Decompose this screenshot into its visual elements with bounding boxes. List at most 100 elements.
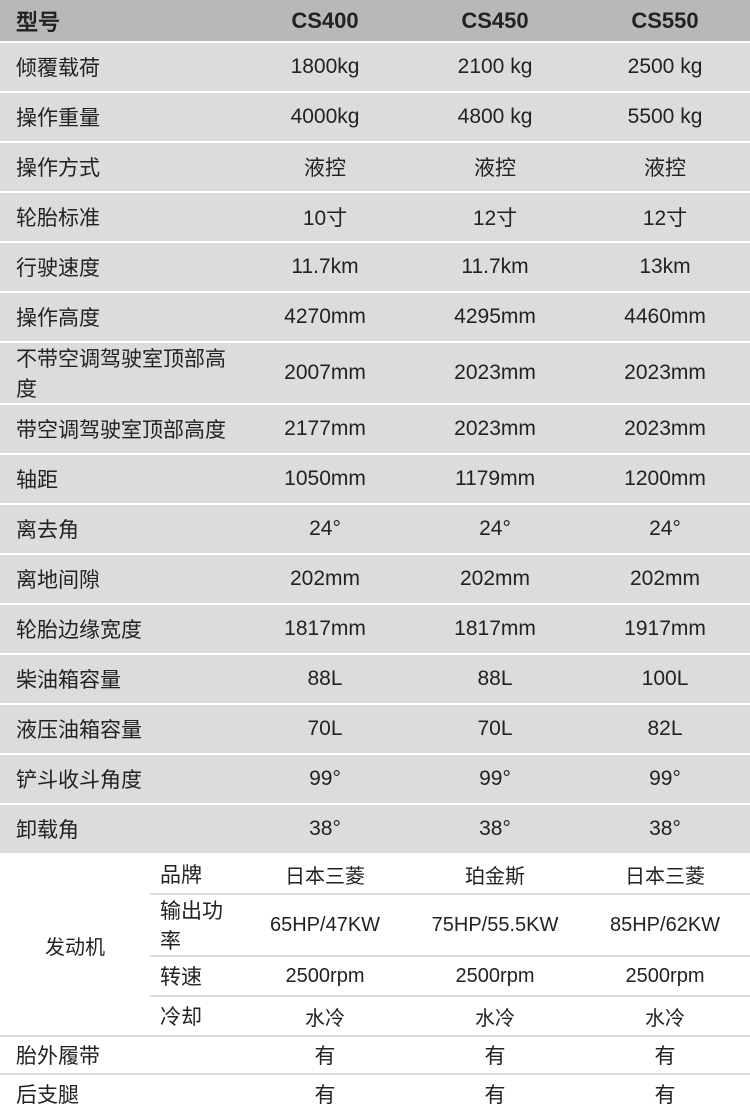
- table-row: 后支腿有有有: [0, 1074, 750, 1112]
- row-value: 有: [410, 1036, 580, 1074]
- row-label: 轮胎标准: [0, 192, 240, 242]
- row-value: 2023mm: [410, 342, 580, 404]
- engine-row: 发动机品牌日本三菱珀金斯日本三菱: [0, 854, 750, 894]
- row-value: 有: [240, 1036, 410, 1074]
- row-value: 2023mm: [580, 404, 750, 454]
- table-row: 液压油箱容量70L70L82L: [0, 704, 750, 754]
- row-value: 有: [580, 1074, 750, 1112]
- engine-value: 日本三菱: [240, 854, 410, 894]
- table-row: 离去角24°24°24°: [0, 504, 750, 554]
- row-label: 操作方式: [0, 142, 240, 192]
- row-value: 99°: [580, 754, 750, 804]
- engine-sublabel: 转速: [150, 956, 240, 996]
- row-value: 2500 kg: [580, 42, 750, 92]
- row-value: 有: [410, 1074, 580, 1112]
- table-row: 不带空调驾驶室顶部高度2007mm2023mm2023mm: [0, 342, 750, 404]
- engine-value: 日本三菱: [580, 854, 750, 894]
- table-row: 铲斗收斗角度99°99°99°: [0, 754, 750, 804]
- row-label: 柴油箱容量: [0, 654, 240, 704]
- table-row: 操作高度4270mm4295mm4460mm: [0, 292, 750, 342]
- row-value: 12寸: [410, 192, 580, 242]
- row-value: 2023mm: [410, 404, 580, 454]
- table-row: 轴距1050mm1179mm1200mm: [0, 454, 750, 504]
- row-value: 液控: [240, 142, 410, 192]
- engine-value: 75HP/55.5KW: [410, 894, 580, 956]
- row-label: 胎外履带: [0, 1036, 240, 1074]
- row-value: 1050mm: [240, 454, 410, 504]
- row-value: 38°: [580, 804, 750, 854]
- row-value: 1179mm: [410, 454, 580, 504]
- engine-sublabel: 品牌: [150, 854, 240, 894]
- row-value: 有: [580, 1036, 750, 1074]
- table-row: 柴油箱容量88L88L100L: [0, 654, 750, 704]
- row-value: 2007mm: [240, 342, 410, 404]
- engine-value: 2500rpm: [410, 956, 580, 996]
- row-value: 24°: [240, 504, 410, 554]
- engine-value: 水冷: [410, 996, 580, 1036]
- row-value: 4460mm: [580, 292, 750, 342]
- row-value: 24°: [410, 504, 580, 554]
- table-row: 操作重量4000kg4800 kg5500 kg: [0, 92, 750, 142]
- engine-value: 2500rpm: [240, 956, 410, 996]
- row-value: 1200mm: [580, 454, 750, 504]
- table-row: 胎外履带有有有: [0, 1036, 750, 1074]
- header-row: 型号 CS400 CS450 CS550: [0, 0, 750, 42]
- row-value: 5500 kg: [580, 92, 750, 142]
- row-value: 液控: [410, 142, 580, 192]
- row-value: 2023mm: [580, 342, 750, 404]
- row-label: 操作高度: [0, 292, 240, 342]
- row-value: 4800 kg: [410, 92, 580, 142]
- engine-value: 2500rpm: [580, 956, 750, 996]
- table-row: 卸载角38°38°38°: [0, 804, 750, 854]
- row-label: 离地间隙: [0, 554, 240, 604]
- row-label: 轮胎边缘宽度: [0, 604, 240, 654]
- row-label: 带空调驾驶室顶部高度: [0, 404, 240, 454]
- row-value: 70L: [410, 704, 580, 754]
- header-col-2: CS550: [580, 0, 750, 42]
- row-value: 2177mm: [240, 404, 410, 454]
- row-label: 离去角: [0, 504, 240, 554]
- row-value: 13km: [580, 242, 750, 292]
- row-value: 12寸: [580, 192, 750, 242]
- row-value: 1917mm: [580, 604, 750, 654]
- engine-value: 65HP/47KW: [240, 894, 410, 956]
- row-value: 88L: [240, 654, 410, 704]
- table-row: 轮胎边缘宽度1817mm1817mm1917mm: [0, 604, 750, 654]
- row-label: 操作重量: [0, 92, 240, 142]
- row-value: 有: [240, 1074, 410, 1112]
- row-value: 4295mm: [410, 292, 580, 342]
- row-value: 202mm: [240, 554, 410, 604]
- table-row: 操作方式液控液控液控: [0, 142, 750, 192]
- row-label: 行驶速度: [0, 242, 240, 292]
- engine-value: 珀金斯: [410, 854, 580, 894]
- row-label: 不带空调驾驶室顶部高度: [0, 342, 240, 404]
- row-label: 后支腿: [0, 1074, 240, 1112]
- row-value: 70L: [240, 704, 410, 754]
- engine-sublabel: 冷却: [150, 996, 240, 1036]
- row-value: 100L: [580, 654, 750, 704]
- row-value: 4000kg: [240, 92, 410, 142]
- row-label: 轴距: [0, 454, 240, 504]
- table-row: 倾覆载荷1800kg2100 kg2500 kg: [0, 42, 750, 92]
- engine-value: 水冷: [240, 996, 410, 1036]
- row-value: 2100 kg: [410, 42, 580, 92]
- engine-sublabel: 输出功率: [150, 894, 240, 956]
- row-value: 202mm: [580, 554, 750, 604]
- table-row: 行驶速度11.7km11.7km13km: [0, 242, 750, 292]
- row-value: 202mm: [410, 554, 580, 604]
- row-value: 82L: [580, 704, 750, 754]
- header-col-1: CS450: [410, 0, 580, 42]
- engine-group-label: 发动机: [0, 854, 150, 1036]
- header-label: 型号: [0, 0, 240, 42]
- row-value: 10寸: [240, 192, 410, 242]
- row-value: 88L: [410, 654, 580, 704]
- table-row: 带空调驾驶室顶部高度2177mm2023mm2023mm: [0, 404, 750, 454]
- row-value: 99°: [240, 754, 410, 804]
- row-value: 1817mm: [240, 604, 410, 654]
- row-label: 液压油箱容量: [0, 704, 240, 754]
- table-row: 轮胎标准10寸12寸12寸: [0, 192, 750, 242]
- row-value: 4270mm: [240, 292, 410, 342]
- row-label: 卸载角: [0, 804, 240, 854]
- row-label: 倾覆载荷: [0, 42, 240, 92]
- row-value: 11.7km: [240, 242, 410, 292]
